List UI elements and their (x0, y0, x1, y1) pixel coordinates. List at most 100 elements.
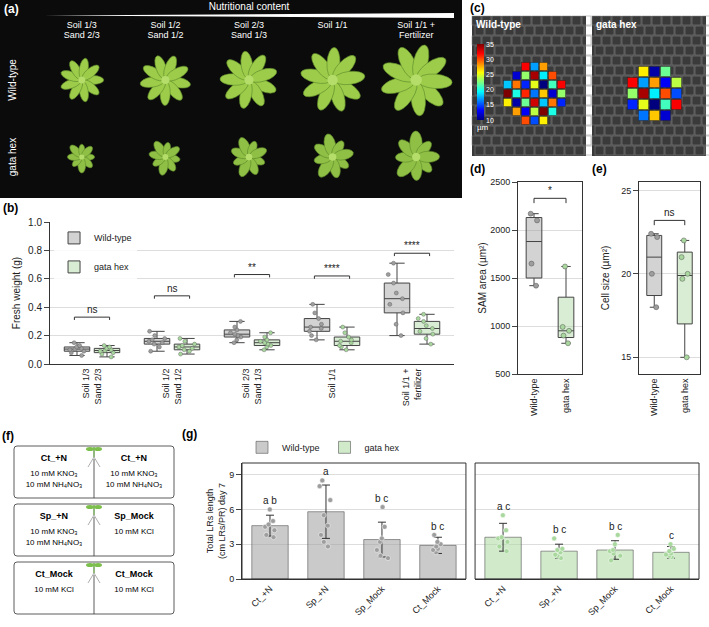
svg-text:25: 25 (486, 71, 494, 78)
svg-text:30: 30 (486, 56, 494, 63)
svg-text:a b: a b (263, 495, 277, 506)
svg-text:a: a (323, 466, 329, 477)
svg-text:Soil 1/3Sand 2/3: Soil 1/3Sand 2/3 (81, 369, 103, 405)
svg-text:a c: a c (497, 501, 510, 512)
svg-text:**: ** (248, 262, 256, 273)
svg-text:10 mM KCl: 10 mM KCl (114, 585, 154, 594)
html-text:(g): (g) (182, 427, 198, 441)
svg-text:Soil 1/2Sand 1/2: Soil 1/2Sand 1/2 (161, 369, 183, 405)
svg-text:b c: b c (609, 521, 622, 532)
svg-text:****: **** (324, 263, 340, 274)
svg-text:Ct_Mock: Ct_Mock (35, 569, 74, 579)
svg-text:*: * (548, 185, 552, 196)
svg-text:500: 500 (495, 369, 510, 379)
svg-text:0.0: 0.0 (28, 359, 42, 370)
svg-text:****: **** (404, 240, 420, 251)
svg-text:Soil 1/1 +: Soil 1/1 + (397, 20, 435, 30)
svg-text:10 mM KNO₃: 10 mM KNO₃ (30, 527, 77, 536)
svg-text:gata hex: gata hex (596, 19, 637, 30)
svg-text:Soil 1/1 +fertilizer: Soil 1/1 +fertilizer (401, 369, 423, 407)
svg-text:15: 15 (621, 352, 631, 362)
svg-text:gata hex: gata hex (7, 138, 18, 176)
svg-text:Sp_+N: Sp_+N (537, 584, 564, 611)
svg-text:1.0: 1.0 (28, 217, 42, 228)
svg-text:gata hex: gata hex (680, 378, 690, 413)
svg-text:Ct_Mock: Ct_Mock (643, 583, 676, 616)
svg-text:9: 9 (229, 470, 234, 480)
html-text:(e): (e) (592, 162, 607, 176)
svg-text:10 mM NH₄NO₃: 10 mM NH₄NO₃ (106, 480, 163, 489)
svg-text:20: 20 (621, 269, 631, 279)
svg-text:(c): (c) (470, 1, 485, 15)
svg-text:0: 0 (229, 574, 234, 584)
svg-text:35: 35 (486, 41, 494, 48)
svg-text:10 mM KCl: 10 mM KCl (34, 585, 74, 594)
svg-text:Soil 2/3: Soil 2/3 (234, 20, 264, 30)
svg-text:15: 15 (486, 101, 494, 108)
svg-text:gata hex: gata hex (365, 443, 400, 453)
svg-text:gata hex: gata hex (94, 262, 129, 272)
svg-text:25: 25 (621, 186, 631, 196)
svg-text:Fresh weight (g): Fresh weight (g) (11, 257, 22, 329)
svg-text:Sand 1/2: Sand 1/2 (147, 30, 183, 40)
svg-text:Sand 2/3: Sand 2/3 (64, 30, 100, 40)
svg-text:Ct_Mock: Ct_Mock (410, 583, 443, 616)
svg-text:2000: 2000 (490, 225, 510, 235)
svg-text:Soil 1/1: Soil 1/1 (327, 369, 337, 399)
svg-text:Wild-type: Wild-type (476, 19, 521, 30)
svg-text:ns: ns (167, 283, 178, 294)
svg-text:Ct_+N: Ct_+N (249, 584, 274, 609)
svg-text:0.8: 0.8 (28, 245, 42, 256)
svg-text:0.6: 0.6 (28, 273, 42, 284)
svg-text:b c: b c (553, 524, 566, 535)
svg-text:10 mM KCl: 10 mM KCl (114, 527, 154, 536)
svg-text:3: 3 (229, 539, 234, 549)
svg-text:Sp_Mock: Sp_Mock (353, 583, 387, 617)
svg-text:Cell size (µm²): Cell size (µm²) (600, 246, 611, 311)
svg-text:Sp_+N: Sp_+N (304, 584, 331, 611)
svg-text:Wild-type: Wild-type (7, 59, 18, 101)
svg-text:0.4: 0.4 (28, 302, 42, 313)
svg-text:6: 6 (229, 505, 234, 515)
svg-text:Ct_+N: Ct_+N (482, 584, 507, 609)
svg-text:µm: µm (477, 123, 489, 132)
svg-text:10 mM NH₄NO₃: 10 mM NH₄NO₃ (26, 538, 83, 547)
svg-text:ns: ns (87, 304, 98, 315)
svg-text:Soil 1/1: Soil 1/1 (318, 20, 348, 30)
svg-text:Wild-type: Wild-type (529, 379, 539, 417)
svg-text:Ct_+N: Ct_+N (121, 453, 147, 463)
svg-text:20: 20 (486, 86, 494, 93)
svg-text:ns: ns (664, 207, 675, 218)
svg-text:c: c (669, 530, 674, 541)
svg-text:Wild-type: Wild-type (282, 443, 320, 453)
svg-text:10 mM KNO₃: 10 mM KNO₃ (30, 469, 77, 478)
svg-text:Fertilizer: Fertilizer (399, 30, 434, 40)
html-text:(d): (d) (470, 162, 486, 176)
svg-text:Soil 2/3Sand 1/3: Soil 2/3Sand 1/3 (241, 369, 263, 405)
svg-text:Sp_Mock: Sp_Mock (114, 511, 155, 521)
svg-text:b c: b c (431, 521, 444, 532)
svg-text:10 mM NH₄NO₃: 10 mM NH₄NO₃ (26, 480, 83, 489)
svg-text:1500: 1500 (490, 273, 510, 283)
svg-text:Sand 1/3: Sand 1/3 (231, 30, 267, 40)
svg-text:(a): (a) (4, 2, 19, 16)
svg-text:Sp_Mock: Sp_Mock (586, 583, 620, 617)
svg-text:(f): (f) (2, 429, 14, 443)
svg-text:Wild-type: Wild-type (94, 233, 132, 243)
svg-text:Wild-type: Wild-type (649, 379, 659, 417)
svg-text:Nutritional content: Nutritional content (209, 1, 290, 12)
svg-text:SAM area (µm²): SAM area (µm²) (477, 242, 488, 313)
svg-text:Soil 1/2: Soil 1/2 (150, 20, 180, 30)
svg-text:1000: 1000 (490, 321, 510, 331)
svg-text:Ct_Mock: Ct_Mock (115, 569, 154, 579)
svg-text:b c: b c (375, 493, 388, 504)
svg-text:Sp_+N: Sp_+N (40, 511, 68, 521)
svg-text:gata hex: gata hex (561, 378, 571, 413)
svg-text:2500: 2500 (490, 177, 510, 187)
svg-text:Ct_+N: Ct_+N (41, 453, 67, 463)
svg-text:Soil 1/3: Soil 1/3 (67, 20, 97, 30)
svg-text:Total LRs length(cm LRs/PR) da: Total LRs length(cm LRs/PR) day 7 (205, 483, 227, 559)
html-text:(b): (b) (3, 201, 19, 215)
svg-text:0.2: 0.2 (28, 330, 42, 341)
svg-text:10 mM KNO₃: 10 mM KNO₃ (110, 469, 157, 478)
